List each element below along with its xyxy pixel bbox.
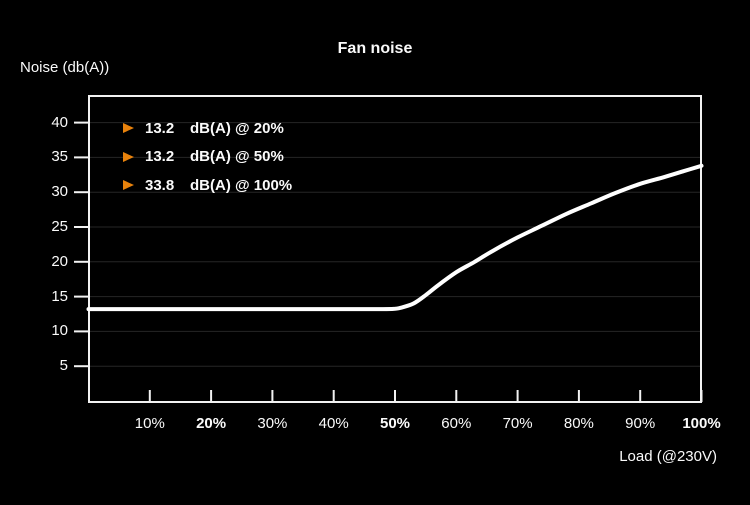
legend-label: dB(A) @ 50%	[190, 148, 284, 166]
x-tick-label: 10%	[134, 415, 165, 432]
x-tick-label: 30%	[257, 415, 288, 432]
legend-value: 13.2	[145, 148, 175, 166]
triangle-marker-icon	[123, 123, 134, 134]
x-tick-label: 80%	[563, 415, 594, 432]
x-tick-label: 60%	[441, 415, 472, 432]
triangle-marker-icon	[123, 180, 134, 191]
legend-label: dB(A) @ 20%	[190, 119, 284, 137]
y-tick-label: 25	[51, 218, 68, 235]
x-tick-label: 100%	[682, 415, 721, 432]
x-tick-label: 90%	[625, 415, 656, 432]
y-tick-label: 40	[51, 113, 68, 131]
legend-item: 33.8 dB(A) @ 100%	[123, 171, 292, 200]
legend-item: 13.2 dB(A) @ 50%	[123, 143, 292, 172]
triangle-marker-icon	[123, 151, 134, 162]
chart-title: Fan noise	[337, 40, 413, 57]
legend-value: 13.2	[145, 119, 175, 137]
legend-label: dB(A) @ 100%	[190, 176, 293, 194]
x-tick-label: 50%	[379, 415, 411, 432]
y-tick-label: 35	[51, 148, 68, 166]
y-tick-label: 5	[59, 357, 68, 375]
x-tick-label: 70%	[502, 415, 533, 432]
legend-item: 13.2 dB(A) @ 20%	[123, 114, 292, 143]
x-tick-label: 20%	[196, 415, 227, 432]
y-tick-label: 30	[51, 183, 68, 201]
legend-value: 33.8	[145, 176, 175, 194]
y-tick-label: 10	[51, 322, 68, 340]
y-tick-label: 20	[51, 252, 68, 270]
y-tick-label: 15	[51, 287, 68, 305]
x-tick-label: 40%	[318, 415, 349, 432]
noise-curve	[86, 163, 704, 312]
y-axis-label: Noise (db(A))	[20, 59, 110, 76]
x-axis-label: Load (@230V)	[619, 448, 717, 465]
legend: 13.2 dB(A) @ 20% 13.2 dB(A) @ 50% 33.8 d…	[123, 114, 292, 200]
